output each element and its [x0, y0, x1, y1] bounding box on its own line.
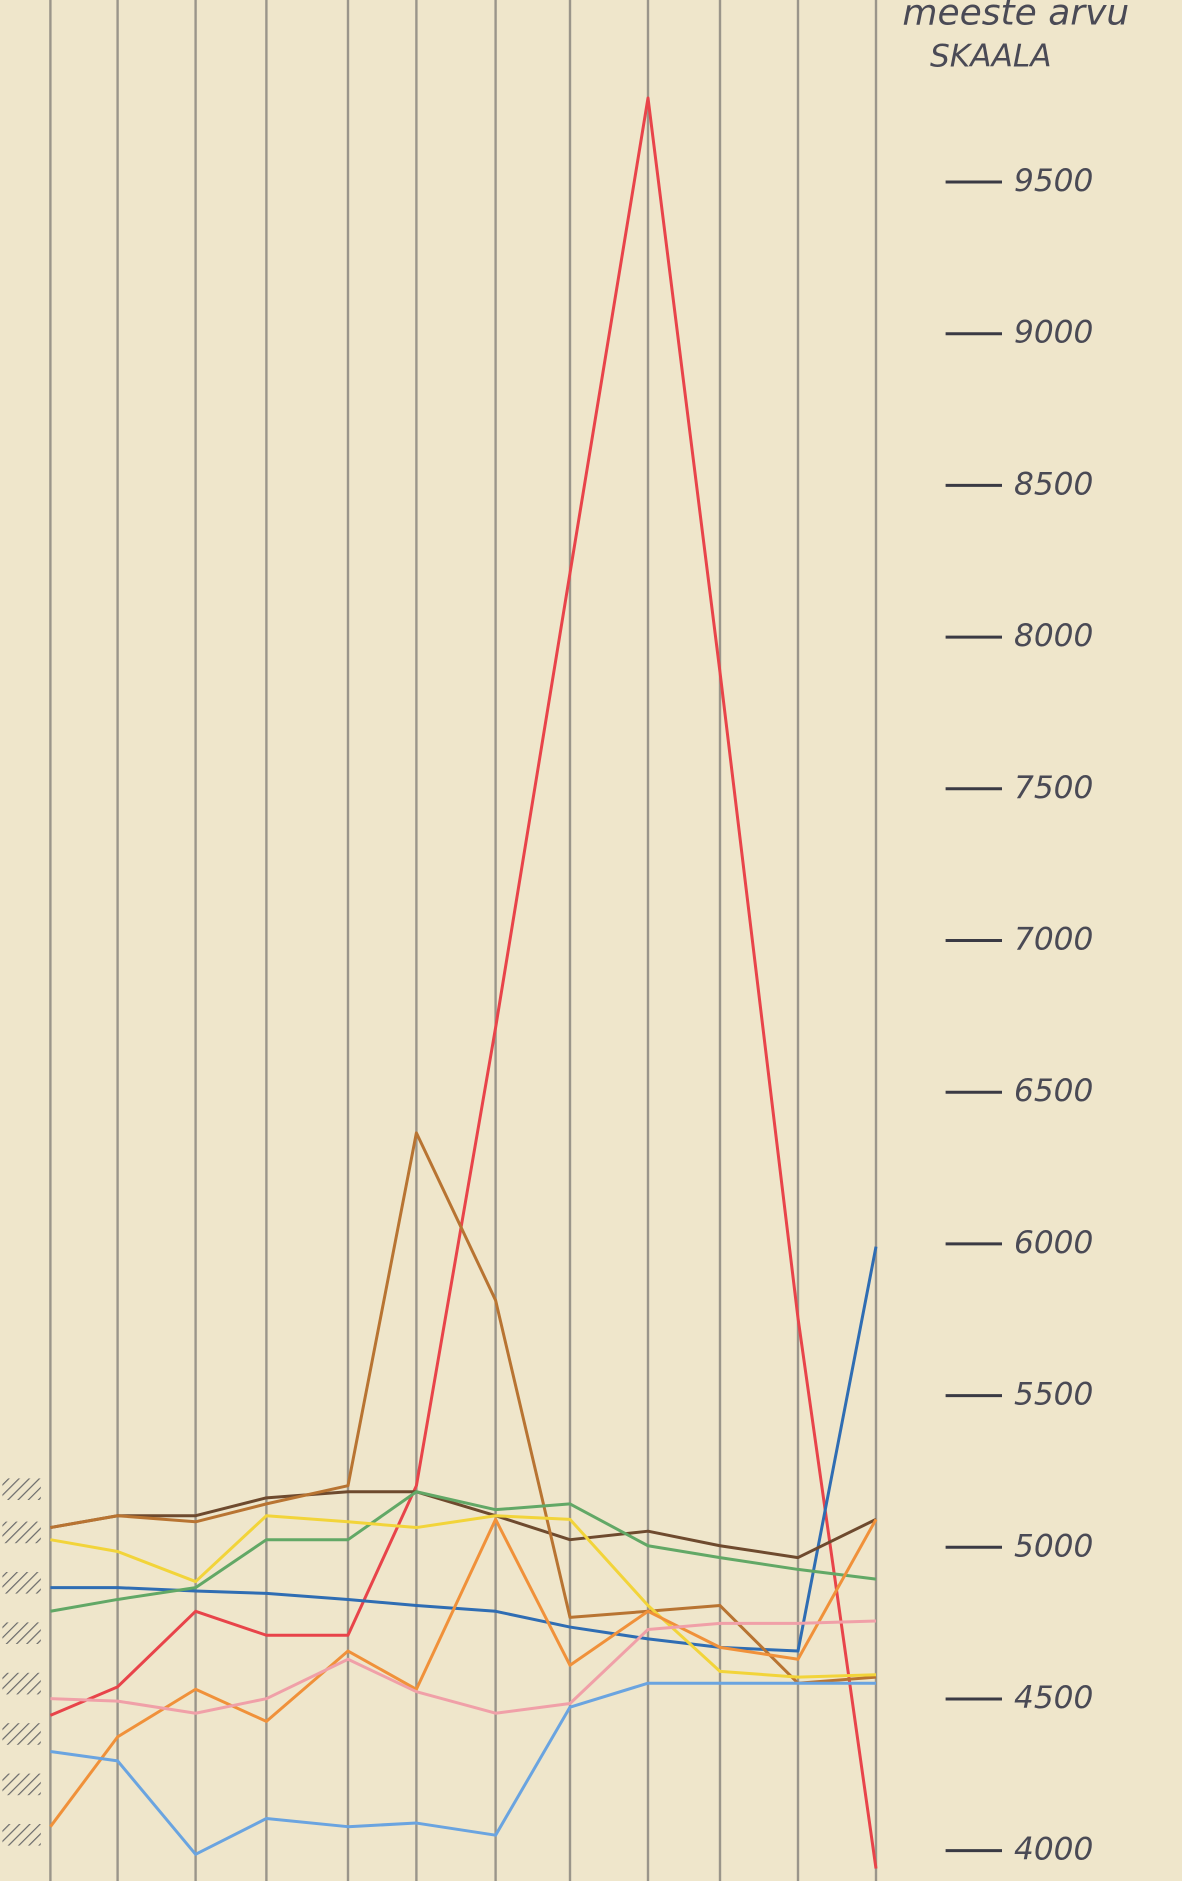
y-tick-label: 8500 [1014, 466, 1093, 502]
y-tick-label: 8000 [1014, 618, 1093, 654]
swatch [2, 1824, 40, 1846]
swatch [2, 1478, 40, 1500]
y-tick-label: 7000 [1014, 922, 1093, 958]
chart-title: meeste arvu [902, 0, 1129, 33]
swatch [2, 1723, 40, 1745]
swatch [2, 1572, 40, 1594]
y-tick-label: 9500 [1014, 163, 1093, 199]
y-tick-label: 6000 [1014, 1225, 1093, 1261]
chart: meeste arvu SKAALA 4000 4500 5000 5500 6000 6… [0, 0, 1182, 1881]
y-tick-label: 5500 [1014, 1377, 1093, 1413]
y-tick-label: 4000 [1014, 1832, 1093, 1868]
y-tick-label: 7500 [1014, 770, 1093, 806]
page: {"chart_data": { "type": "line", "title"… [0, 0, 1182, 1881]
swatch [2, 1774, 40, 1796]
paper [0, 0, 1182, 1881]
y-tick-label: 6500 [1014, 1073, 1093, 1109]
y-tick-label: 4500 [1014, 1680, 1093, 1716]
y-tick-label: 9000 [1014, 315, 1093, 351]
y-tick-label: 5000 [1014, 1528, 1093, 1564]
swatch [2, 1522, 40, 1544]
swatch [2, 1622, 40, 1644]
swatch [2, 1673, 40, 1695]
chart-subtitle: SKAALA [930, 39, 1052, 75]
